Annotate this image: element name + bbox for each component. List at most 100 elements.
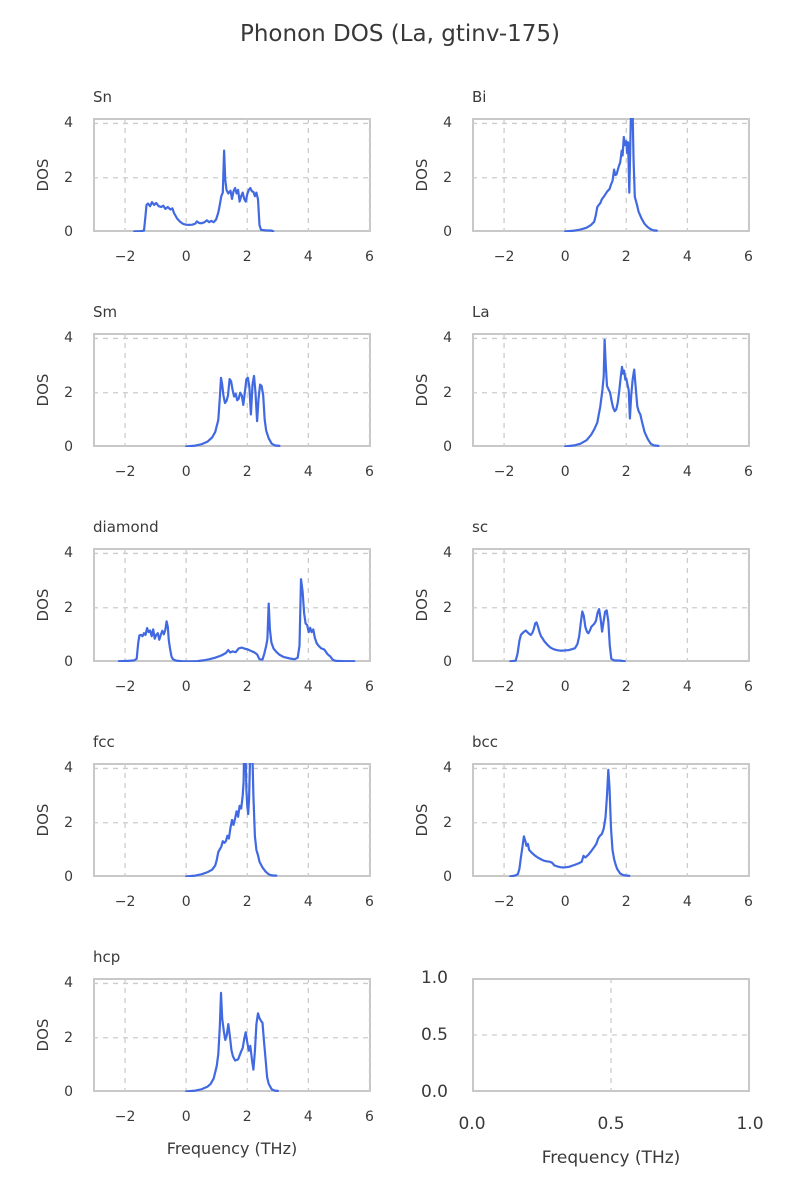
ytick-diamond-0: 0 <box>64 654 73 670</box>
axes-bi <box>472 118 750 232</box>
ytick-diamond-2: 2 <box>64 599 73 616</box>
ytick-sm-2: 2 <box>64 384 73 401</box>
xtick-hcp-2: 2 <box>242 1109 252 1125</box>
dos-curve-bcc <box>509 768 631 877</box>
xtick-sm-0: 0 <box>181 464 191 480</box>
axes-bcc <box>472 763 750 877</box>
dos-curve-hcp <box>185 991 279 1092</box>
xtick-bcc-2: 2 <box>621 894 631 910</box>
ytick-la-2: 2 <box>443 384 452 401</box>
ytick-empty-0.5: 0.5 <box>420 1025 448 1045</box>
ytick-sn-4: 4 <box>64 115 73 132</box>
xtick-empty-0.0: 0.0 <box>458 1114 486 1134</box>
xtick-bcc-6: 6 <box>744 894 753 910</box>
ytick-la-0: 0 <box>443 439 452 455</box>
xtick-diamond-4: 4 <box>303 679 313 695</box>
subplot-title-fcc: fcc <box>93 733 115 751</box>
ytick-bi-2: 2 <box>443 169 452 186</box>
ytick-bi-4: 4 <box>443 115 452 132</box>
plot-canvas-sm <box>93 333 371 447</box>
xtick-fcc-0: 0 <box>181 894 191 910</box>
xtick-sm-6: 6 <box>365 464 374 480</box>
ytick-hcp-2: 2 <box>64 1029 73 1046</box>
xtick-diamond-0: 0 <box>181 679 191 695</box>
ytick-fcc-0: 0 <box>64 869 73 885</box>
xtick-sn-2: 2 <box>242 249 252 265</box>
ytick-la-4: 4 <box>443 330 452 347</box>
ytick-sm-4: 4 <box>64 330 73 347</box>
ytick-bcc-0: 0 <box>443 869 452 885</box>
xtick-hcp-0: 0 <box>181 1109 191 1125</box>
ytick-sc-2: 2 <box>443 599 452 616</box>
ytick-diamond-4: 4 <box>64 545 73 562</box>
ytick-bcc-2: 2 <box>443 814 452 831</box>
xtick-bi-2: 2 <box>621 249 631 265</box>
subplot-title-hcp: hcp <box>93 948 121 966</box>
axes-sm <box>93 333 371 447</box>
xtick-diamond-6: 6 <box>365 679 374 695</box>
xtick-sn-4: 4 <box>303 249 313 265</box>
subplot-title-sc: sc <box>472 518 489 536</box>
axes-sc <box>472 548 750 662</box>
xtick-empty-0.5: 0.5 <box>597 1114 625 1134</box>
subplot-title-diamond: diamond <box>93 518 159 536</box>
xlabel-empty: Frequency (THz) <box>541 1148 681 1168</box>
xtick-la-0: 0 <box>560 464 570 480</box>
dos-curve-bi <box>564 118 658 232</box>
xtick-bi-4: 4 <box>682 249 692 265</box>
subplot-title-bcc: bcc <box>472 733 499 751</box>
axes-fcc <box>93 763 371 877</box>
ytick-hcp-0: 0 <box>64 1084 73 1100</box>
xtick-sc-2: 2 <box>621 679 631 695</box>
xtick-bcc-0: 0 <box>560 894 570 910</box>
ytick-sc-0: 0 <box>443 654 452 670</box>
subplot-title-sn: Sn <box>93 88 113 106</box>
plot-canvas-la <box>472 333 750 447</box>
xtick-sm-4: 4 <box>303 464 313 480</box>
ytick-empty-0.0: 0.0 <box>420 1082 448 1102</box>
plot-canvas-bi <box>472 118 750 232</box>
xtick-fcc-2: 2 <box>242 894 252 910</box>
plot-canvas-hcp <box>93 978 371 1092</box>
xtick-sm-2: 2 <box>242 464 252 480</box>
xtick-sn-6: 6 <box>365 249 374 265</box>
xtick-hcp-6: 6 <box>365 1109 374 1125</box>
xtick-sc-4: 4 <box>682 679 692 695</box>
xtick-la-6: 6 <box>744 464 753 480</box>
xtick-bi-−2: −2 <box>493 249 515 265</box>
dos-curve-sn <box>133 149 275 232</box>
xtick-fcc-6: 6 <box>365 894 374 910</box>
xtick-empty-1.0: 1.0 <box>736 1114 764 1134</box>
xtick-bi-6: 6 <box>744 249 753 265</box>
ytick-sn-2: 2 <box>64 169 73 186</box>
ytick-hcp-4: 4 <box>64 975 73 992</box>
plot-canvas-sc <box>472 548 750 662</box>
axes-sn <box>93 118 371 232</box>
plot-canvas-fcc <box>93 763 371 877</box>
figure-title: Phonon DOS (La, gtinv-175) <box>239 21 561 47</box>
xtick-hcp-−2: −2 <box>114 1109 136 1125</box>
xtick-bi-0: 0 <box>560 249 570 265</box>
xtick-sm-−2: −2 <box>114 464 136 480</box>
xtick-bcc-4: 4 <box>682 894 692 910</box>
ytick-fcc-4: 4 <box>64 760 73 777</box>
xtick-fcc-−2: −2 <box>114 894 136 910</box>
dos-curve-la <box>564 338 660 447</box>
plot-canvas-empty <box>472 978 750 1092</box>
axes-la <box>472 333 750 447</box>
xtick-sn-0: 0 <box>181 249 191 265</box>
ytick-sn-0: 0 <box>64 224 73 240</box>
plot-canvas-sn <box>93 118 371 232</box>
xtick-sn-−2: −2 <box>114 249 136 265</box>
xtick-bcc-−2: −2 <box>493 894 515 910</box>
xlabel-hcp: Frequency (THz) <box>166 1139 298 1158</box>
ytick-fcc-2: 2 <box>64 814 73 831</box>
axes-empty <box>472 978 750 1092</box>
subplot-title-bi: Bi <box>472 88 487 106</box>
plot-canvas-diamond <box>93 548 371 662</box>
dos-curve-diamond <box>117 578 356 662</box>
ytick-empty-1.0: 1.0 <box>420 968 448 988</box>
xtick-sc-0: 0 <box>560 679 570 695</box>
axes-hcp <box>93 978 371 1092</box>
